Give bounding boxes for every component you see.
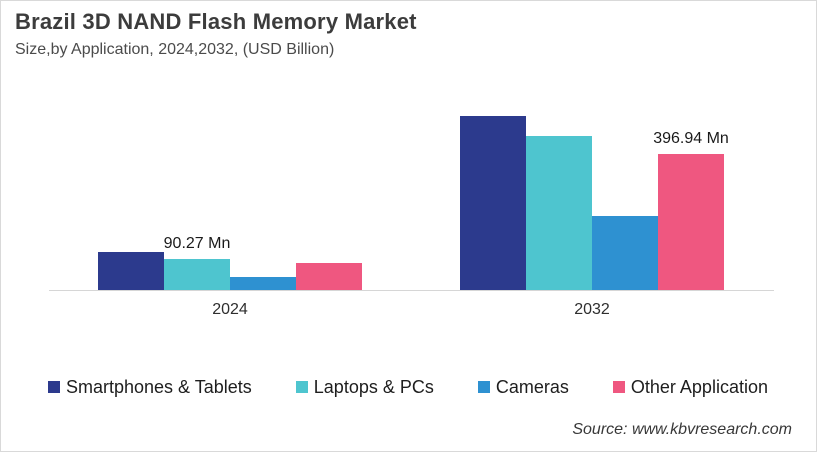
- legend-marker-smartphones-tablets: [48, 381, 60, 393]
- bar-smartphones-tablets-2032: [460, 116, 526, 290]
- legend-label: Cameras: [495, 376, 569, 397]
- legend-item-laptops-pcs: Laptops & PCs: [295, 376, 434, 398]
- legend-item-other-application: Other Application: [612, 376, 768, 398]
- legend-marker-other-application: [612, 381, 625, 393]
- bar-other-application-2032: 396.94 Mn: [653, 130, 729, 290]
- bar-cameras-2024: [230, 277, 296, 290]
- data-label-90-27-mn: 90.27 Mn: [163, 235, 231, 252]
- legend-label: Laptops & PCs: [313, 376, 434, 397]
- x-axis-label-2024: 2024: [212, 301, 248, 318]
- bar-group-2024: 90.27 Mn: [98, 235, 362, 290]
- legend-label: Other Application: [630, 376, 768, 397]
- bar-smartphones-tablets-2024: [98, 252, 164, 290]
- plot-area: 90.27 Mn 2024 396.94 Mn 2032: [49, 101, 774, 318]
- bar-other-application-2024: [296, 263, 362, 290]
- chart-title: Brazil 3D NAND Flash Memory Market: [15, 9, 417, 34]
- data-label-396-94-mn: 396.94 Mn: [653, 130, 729, 147]
- legend: Smartphones & Tablets Laptops & PCs Camera…: [48, 373, 768, 401]
- bar-cameras-2032: [592, 216, 658, 290]
- bar-laptops-pcs-2024: 90.27 Mn: [164, 235, 230, 290]
- legend-marker-laptops-pcs: [295, 381, 308, 393]
- legend-item-smartphones-tablets: Smartphones & Tablets: [48, 377, 252, 398]
- legend-label: Smartphones & Tablets: [66, 376, 252, 397]
- x-axis-label-2032: 2032: [574, 301, 610, 318]
- bar-group-2032: 396.94 Mn: [460, 116, 729, 290]
- source-attribution: Source: www.kbvresearch.com: [572, 421, 792, 438]
- bar-laptops-pcs-2032: [526, 136, 592, 290]
- legend-marker-cameras: [477, 381, 490, 393]
- legend-item-cameras: Cameras: [477, 376, 569, 398]
- chart-subtitle: Size,by Application, 2024,2032, (USD Bil…: [15, 41, 335, 58]
